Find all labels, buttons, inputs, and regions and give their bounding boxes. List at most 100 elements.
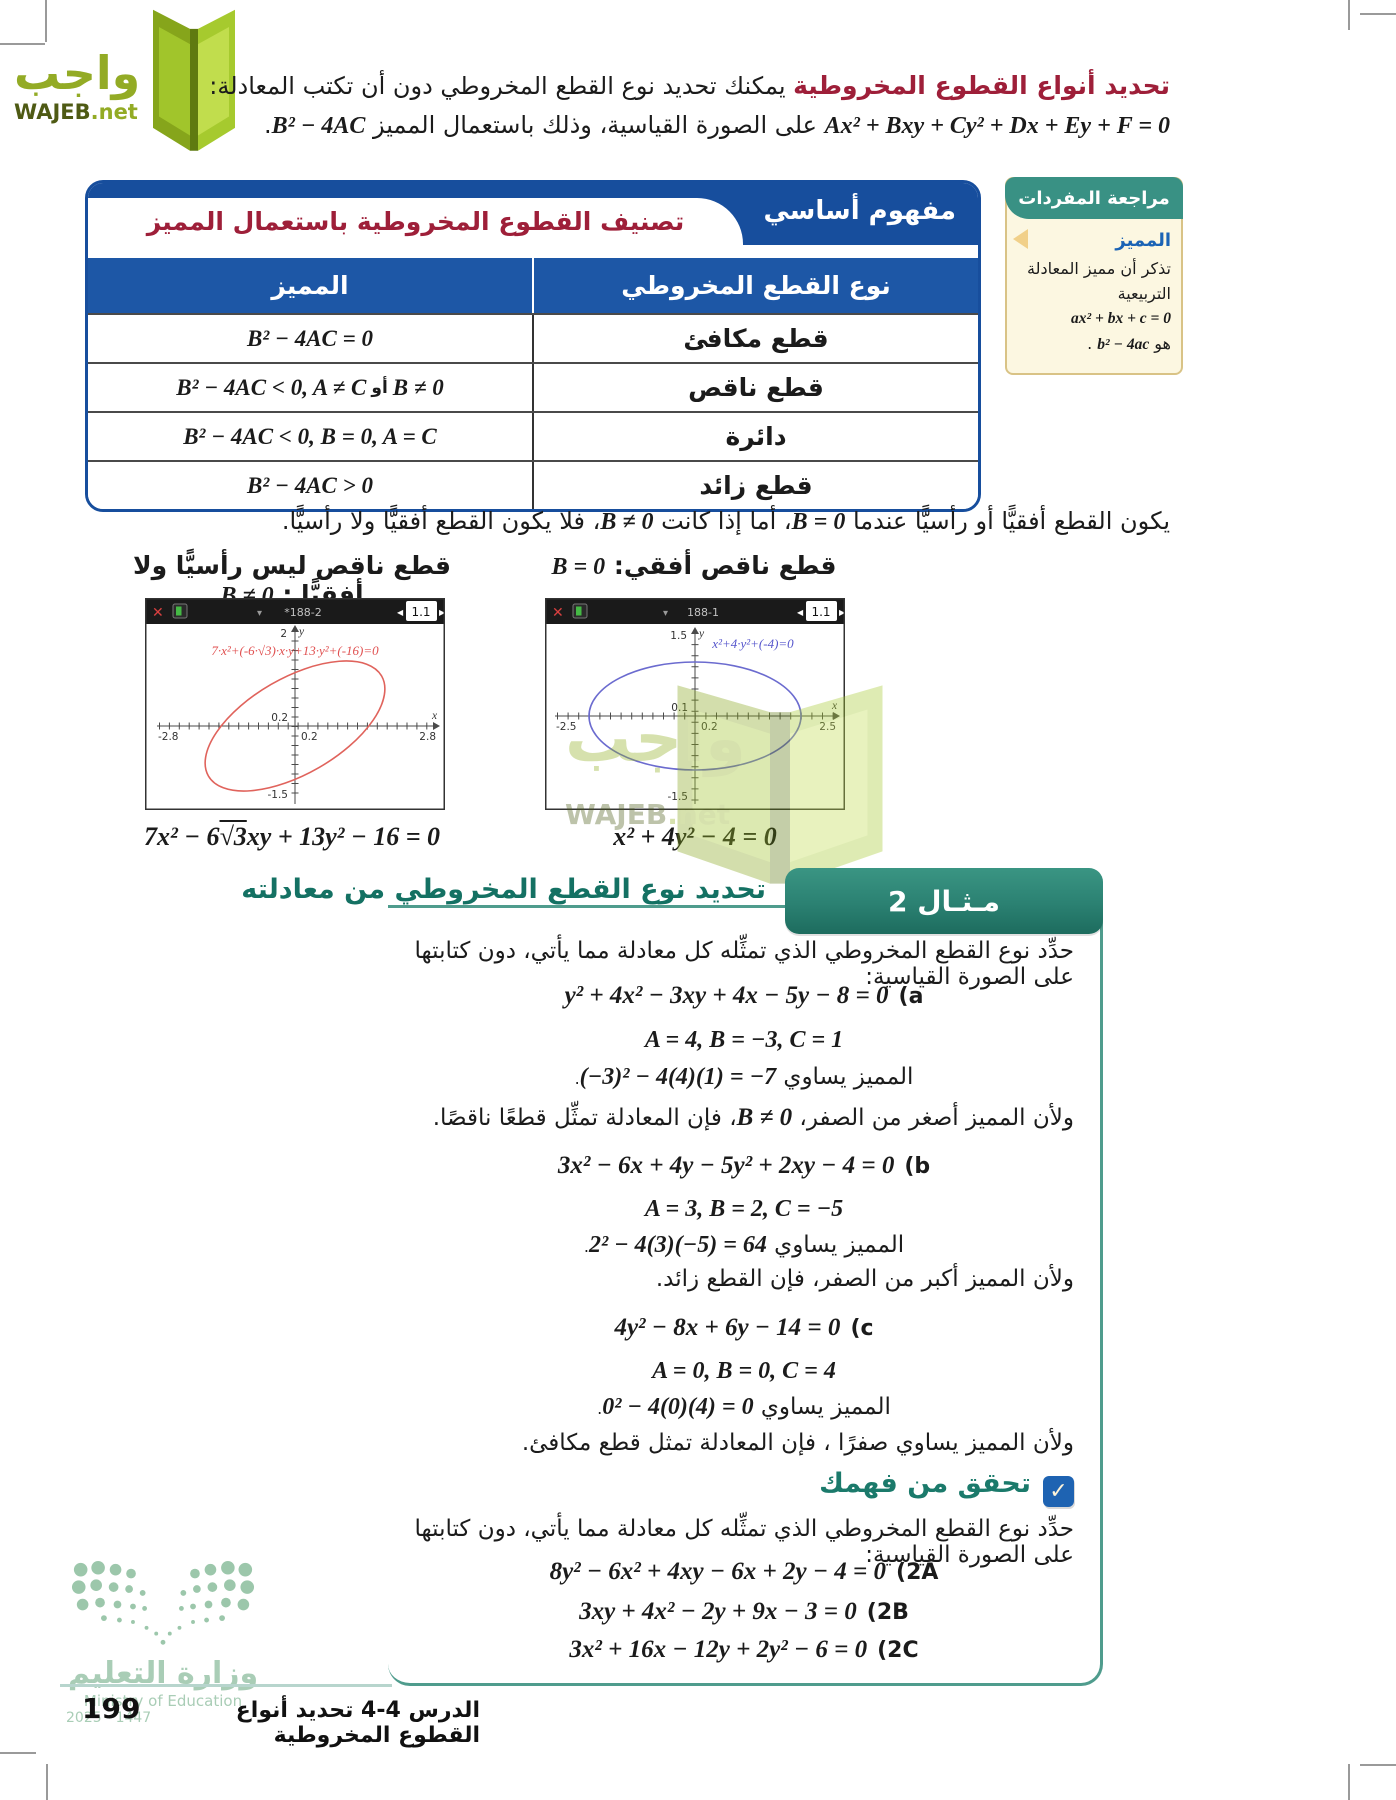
conclusion-c: ولأن المميز يساوي صفرًا ، فإن المعادلة ت… [521,1430,1074,1456]
y-axis-arrow [291,625,299,632]
svg-text:-1.5: -1.5 [668,791,689,803]
footer-lesson: الدرس 4-4 تحديد أنواع القطوع المخروطية [235,1698,480,1748]
concept-badge: مفهوم أساسي [763,196,957,226]
column-header-discriminant: المميز [88,258,534,313]
y-axis-arrow [691,627,699,634]
check-item-2A: 8y² − 6x² + 4xy − 6x + 2y − 4 = 0 (2A [549,1558,939,1585]
wajeb-logo-latin: WAJEB.net [14,100,138,124]
graph-equation: x²+4·y²+(-4)=0 [711,636,794,651]
crop-mark [0,1752,36,1754]
svg-text:x: x [431,710,438,722]
svg-text:0.2: 0.2 [701,721,718,733]
tab-arrow-left-icon: ◀ [797,608,804,617]
page-tab [806,601,837,621]
middle-paragraph: يكون القطع أفقيًّا أو رأسيًّا عندما B = … [281,507,1170,535]
svg-text:2: 2 [280,628,287,640]
tab-arrow-left-icon: ◀ [397,608,404,617]
intro-paragraph: تحديد أنواع القطوع المخروطية يمكنك تحديد… [160,66,1170,145]
crop-mark [1348,0,1350,30]
page-number: 199 [82,1692,141,1725]
radical: √3 [219,822,247,851]
figure-caption-right: قطع ناقص أفقي: B = 0 [551,551,837,580]
x-axis-arrow [433,722,440,730]
column-header-conic-type: نوع القطع المخروطي [621,271,891,300]
battery-icon [172,603,188,619]
crop-mark [45,0,47,42]
vocab-review-box: مراجعة المفردات المميز تذكر أن مميز المع… [1005,177,1183,375]
check-understanding-heading: ✓تحقق من فهمك [388,1468,1100,1507]
caret-down-icon: ▾ [663,608,668,619]
ministry-name-english: Ministry of Education [83,1692,243,1710]
crop-mark [1360,13,1396,15]
equation-b: 3x² − 6x + 4y − 5y² + 2xy − 4 = 0 (b [557,1152,931,1179]
table-row: B² − 4AC < 0, B = 0, A = C دائرة [88,411,978,460]
figure-equation-left: 7x² − 6√3 xy + 13y² − 16 = 0 [143,822,441,851]
close-icon: ✕ [152,605,164,621]
check-icon: ✓ [1043,1476,1074,1507]
calculator-screenshot-tilted-ellipse: ✕ ▾ *188-2 ◀ 1.1 ▶ 7·x²+(-6·√3)·x·y+13·y… [145,598,445,810]
graph-equation: 7·x²+(-6·√3)·x·y+13·y²+(-16)=0 [211,643,379,658]
vocab-term: المميز [1013,227,1171,255]
example-intro: حدِّد نوع القطع المخروطي الذي تمثِّله كل… [414,938,1074,990]
vocab-line: التربيعية ax² + bx + c = 0 [1070,283,1171,328]
discriminant-c: المميز يساوي 0² − 4(0)(4) = 0. [597,1394,891,1420]
wajeb-logo: واجب WAJEB.net [14,6,244,166]
coefficients-b: A = 3, B = 2, C = −5 [644,1196,844,1222]
svg-text:-2.8: -2.8 [158,731,179,743]
svg-text:0.2: 0.2 [301,731,318,743]
concept-title-notch: تصنيف القطوع المخروطية باستعمال المميز [88,198,743,245]
svg-text:0.1: 0.1 [671,702,688,714]
discriminant-expression: B² − 4AC [271,113,366,139]
calculator-screenshot-horizontal-ellipse: ✕ ▾ 188-1 ◀ 1.1 ▶ x²+4·y²+(-4)=0 1.5 y 0… [545,598,845,810]
ministry-name-arabic: وزارة التعليم [67,1656,259,1691]
crop-mark [1348,1764,1350,1800]
svg-text:y: y [298,626,305,638]
footer-rule [60,1684,392,1687]
conclusion-a: ولأن المميز أصغر من الصفر، B ≠ 0، فإن ال… [432,1104,1074,1131]
table-row: B² − 4AC < 0, A ≠ C أو B ≠ 0 قطع ناقص [88,362,978,411]
tilted-ellipse-curve [204,660,386,792]
key-concept-table: مفهوم أساسي تصنيف القطوع المخروطية باستع… [85,180,981,512]
axis-labels: 2 y 0.2 -2.8 0.2 2.8 -1.5 x [158,626,438,801]
vocab-arrow-icon [1013,229,1028,249]
svg-text:x: x [831,700,838,712]
close-icon: ✕ [552,605,564,621]
check-intro: حدِّد نوع القطع المخروطي الذي تمثِّله كل… [414,1516,1074,1568]
crop-mark [46,1764,48,1800]
crop-mark [1360,1764,1396,1766]
table-row: B² − 4AC > 0 قطع زائد [88,460,978,509]
vocab-line: هو b² − 4ac . [1087,333,1171,353]
ministry-logo-dots [71,1560,255,1645]
discriminant-a: المميز يساوي (−3)² − 4(4)(1) = −7. [574,1064,914,1090]
intro-lead: تحديد أنواع القطوع المخروطية [793,71,1170,100]
document-title: 188-1 [687,606,719,619]
svg-text:1.5: 1.5 [670,630,687,642]
svg-text:0.2: 0.2 [271,712,288,724]
tab-arrow-right-icon: ▶ [439,608,445,617]
svg-text:y: y [698,628,705,640]
svg-text:-2.5: -2.5 [556,721,577,733]
crop-mark [0,43,45,45]
battery-icon [572,603,588,619]
coefficients-c: A = 0, B = 0, C = 4 [652,1358,836,1384]
document-title: *188-2 [284,606,321,619]
conclusion-b: ولأن المميز أكبر من الصفر، فإن القطع زائ… [655,1266,1074,1292]
axes [157,628,437,804]
concept-title-bar: مفهوم أساسي تصنيف القطوع المخروطية باستع… [88,183,978,245]
standard-form-equation: Ax² + Bxy + Cy² + Dx + Ey + F = 0 [824,113,1170,139]
equation-c: 4y² − 8x + 6y − 14 = 0 (c [614,1314,874,1341]
coefficients-a: A = 4, B = −3, C = 1 [644,1027,844,1053]
page-tab [406,601,437,621]
page-tab-label: 1.1 [811,605,830,619]
equation-a: y² + 4x² − 3xy + 4x − 5y − 8 = 0 (a [564,982,924,1009]
svg-text:2.5: 2.5 [819,721,836,733]
caret-down-icon: ▾ [257,608,262,619]
page-tab-label: 1.1 [411,605,430,619]
example-2-tab: مـثـال 2 [785,868,1103,934]
discriminant-b: المميز يساوي 2² − 4(3)(−5) = 64. [583,1232,905,1258]
svg-text:-1.5: -1.5 [268,789,289,801]
concept-title: تصنيف القطوع المخروطية باستعمال المميز [146,207,685,236]
wajeb-logo-arabic: واجب [14,46,141,100]
figure-equation-right: x² + 4y² − 4 = 0 [613,822,777,851]
check-item-2B: 3xy + 4x² − 2y + 9x − 3 = 0 (2B [579,1598,909,1625]
